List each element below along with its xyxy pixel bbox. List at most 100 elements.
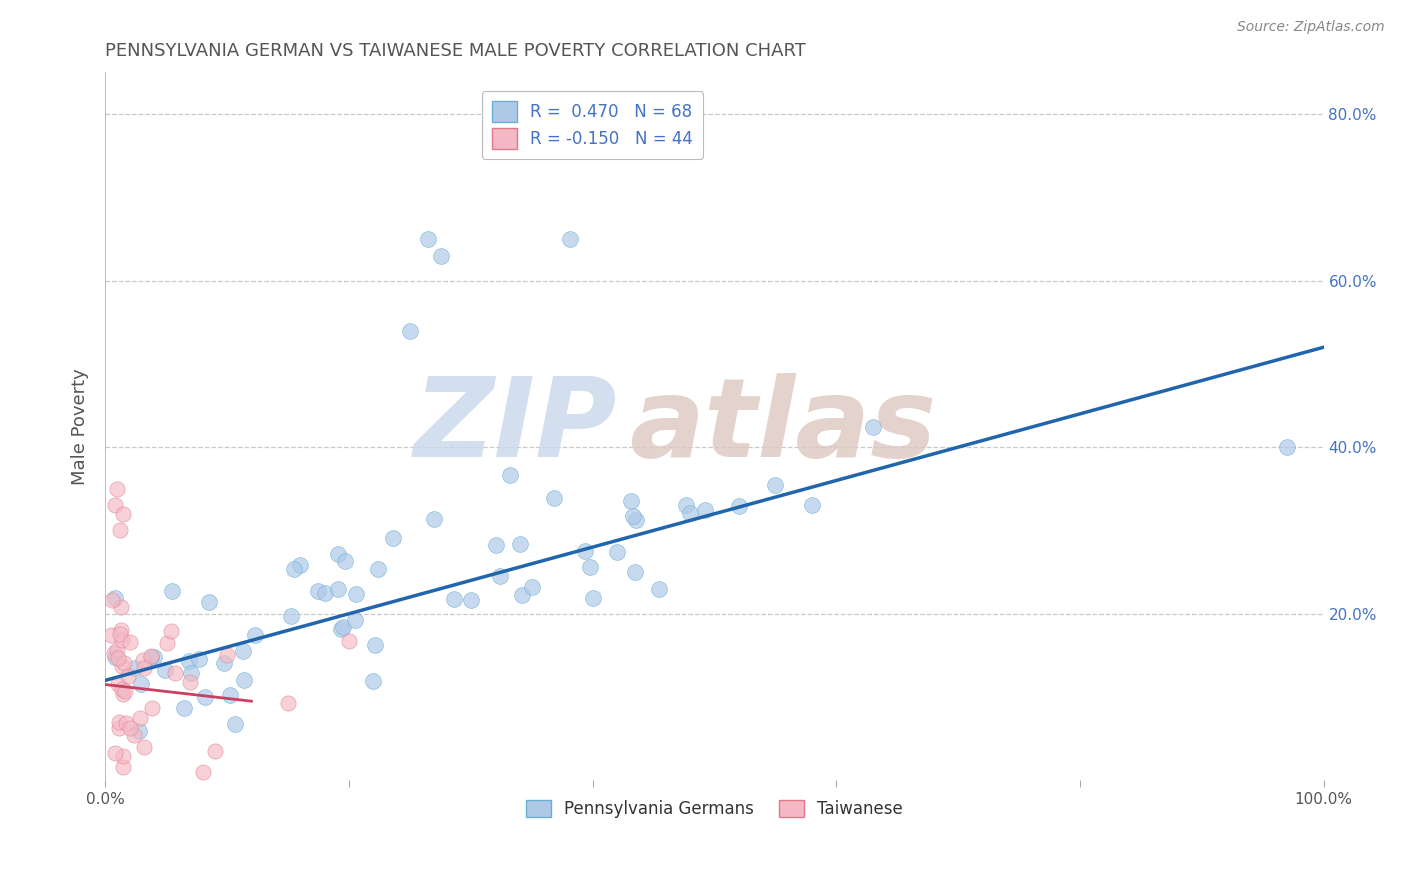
Point: [443, 592, 465, 607]
Point: [105, 482, 128, 496]
Point: [337, 633, 360, 648]
Point: [621, 508, 644, 523]
Point: [139, 650, 162, 665]
Point: [122, 727, 145, 741]
Point: [367, 561, 389, 575]
Point: [606, 545, 628, 559]
Point: [120, 634, 142, 648]
Point: [107, 721, 129, 735]
Point: [111, 749, 134, 764]
Point: [187, 652, 209, 666]
Point: [581, 591, 603, 606]
Point: [243, 628, 266, 642]
Point: [173, 701, 195, 715]
Text: atlas: atlas: [628, 373, 936, 480]
Point: [290, 558, 312, 572]
Point: [143, 650, 166, 665]
Point: [110, 599, 132, 614]
Point: [499, 468, 522, 483]
Point: [131, 653, 153, 667]
Point: [156, 635, 179, 649]
Point: [120, 722, 142, 736]
Point: [648, 582, 671, 596]
Point: [128, 710, 150, 724]
Point: [180, 665, 202, 680]
Point: [132, 739, 155, 754]
Point: [363, 674, 385, 689]
Point: [179, 675, 201, 690]
Point: [104, 591, 127, 605]
Text: ZIP: ZIP: [413, 373, 617, 480]
Point: [679, 506, 702, 520]
Point: [160, 624, 183, 638]
Point: [111, 633, 134, 648]
Point: [763, 477, 786, 491]
Point: [344, 587, 367, 601]
Point: [177, 654, 200, 668]
Point: [343, 613, 366, 627]
Point: [212, 657, 235, 671]
Text: PENNSYLVANIA GERMAN VS TAIWANESE MALE POVERTY CORRELATION CHART: PENNSYLVANIA GERMAN VS TAIWANESE MALE PO…: [105, 42, 806, 60]
Point: [104, 649, 127, 664]
Point: [423, 512, 446, 526]
Point: [314, 586, 336, 600]
Point: [108, 715, 131, 730]
Point: [204, 744, 226, 758]
Point: [134, 661, 156, 675]
Point: [460, 592, 482, 607]
Legend: Pennsylvania Germans, Taiwanese: Pennsylvania Germans, Taiwanese: [519, 794, 910, 825]
Point: [727, 500, 749, 514]
Point: [624, 513, 647, 527]
Point: [104, 499, 127, 513]
Point: [112, 657, 135, 671]
Point: [141, 701, 163, 715]
Point: [191, 764, 214, 779]
Point: [111, 659, 134, 673]
Point: [139, 648, 162, 663]
Point: [110, 627, 132, 641]
Point: [381, 531, 404, 545]
Point: [163, 666, 186, 681]
Point: [509, 537, 531, 551]
Point: [543, 491, 565, 506]
Point: [520, 581, 543, 595]
Point: [364, 638, 387, 652]
Point: [277, 696, 299, 710]
Point: [104, 747, 127, 761]
Point: [103, 646, 125, 660]
Point: [574, 544, 596, 558]
Point: [558, 232, 581, 246]
Point: [332, 620, 354, 634]
Point: [108, 524, 131, 538]
Point: [335, 554, 357, 568]
Point: [107, 677, 129, 691]
Point: [112, 687, 135, 701]
Point: [430, 249, 453, 263]
Point: [114, 684, 136, 698]
Point: [675, 498, 697, 512]
Text: Source: ZipAtlas.com: Source: ZipAtlas.com: [1237, 20, 1385, 34]
Point: [105, 643, 128, 657]
Point: [160, 584, 183, 599]
Point: [100, 592, 122, 607]
Point: [224, 717, 246, 731]
Point: [197, 595, 219, 609]
Point: [194, 690, 217, 704]
Point: [215, 648, 238, 663]
Point: [329, 622, 352, 636]
Point: [326, 547, 349, 561]
Y-axis label: Male Poverty: Male Poverty: [72, 368, 89, 484]
Point: [800, 498, 823, 512]
Point: [153, 663, 176, 677]
Point: [485, 538, 508, 552]
Point: [110, 623, 132, 637]
Point: [862, 419, 884, 434]
Point: [579, 560, 602, 574]
Point: [328, 582, 350, 596]
Point: [117, 669, 139, 683]
Point: [308, 584, 330, 599]
Point: [418, 232, 440, 246]
Point: [112, 507, 135, 521]
Point: [115, 715, 138, 730]
Point: [129, 676, 152, 690]
